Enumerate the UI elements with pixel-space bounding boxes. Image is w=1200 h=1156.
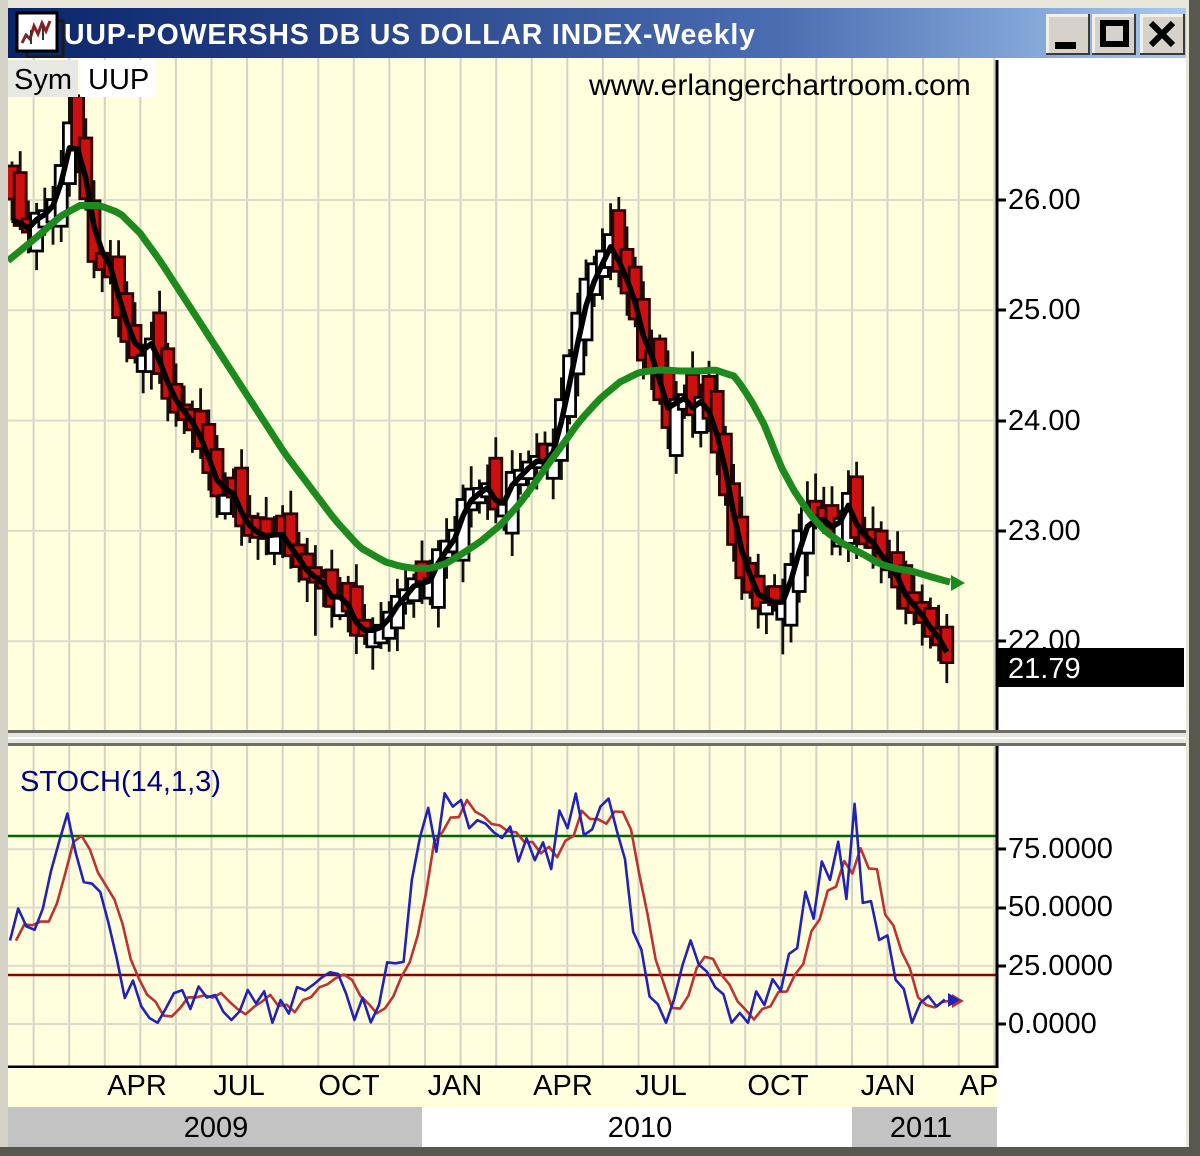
svg-text:75.0000: 75.0000	[1008, 833, 1113, 865]
svg-text:21.79: 21.79	[1008, 653, 1081, 685]
svg-text:50.0000: 50.0000	[1008, 891, 1113, 923]
svg-text:UUP-POWERSHS DB US DOLLAR INDE: UUP-POWERSHS DB US DOLLAR INDEX-Weekly	[64, 19, 756, 51]
svg-text:2009: 2009	[184, 1112, 249, 1144]
svg-text:24.00: 24.00	[1008, 405, 1081, 437]
svg-text:JAN: JAN	[861, 1070, 916, 1102]
svg-text:JAN: JAN	[428, 1070, 483, 1102]
svg-text:0.0000: 0.0000	[1008, 1008, 1097, 1040]
svg-text:2010: 2010	[608, 1112, 673, 1144]
svg-text:Sym: Sym	[14, 64, 72, 96]
svg-text:STOCH(14,1,3): STOCH(14,1,3)	[20, 766, 221, 798]
svg-text:AP: AP	[960, 1070, 999, 1102]
svg-text:JUL: JUL	[213, 1070, 265, 1102]
svg-text:26.00: 26.00	[1008, 184, 1081, 216]
svg-text:25.0000: 25.0000	[1008, 950, 1113, 982]
svg-text:UUP: UUP	[88, 64, 149, 96]
svg-text:OCT: OCT	[747, 1070, 809, 1102]
svg-text:OCT: OCT	[318, 1070, 380, 1102]
svg-text:23.00: 23.00	[1008, 515, 1081, 547]
svg-text:www.erlangerchartroom.com: www.erlangerchartroom.com	[588, 69, 971, 102]
svg-text:APR: APR	[533, 1070, 593, 1102]
svg-text:25.00: 25.00	[1008, 294, 1081, 326]
svg-text:2011: 2011	[890, 1112, 952, 1144]
svg-text:JUL: JUL	[635, 1070, 687, 1102]
svg-text:APR: APR	[107, 1070, 167, 1102]
